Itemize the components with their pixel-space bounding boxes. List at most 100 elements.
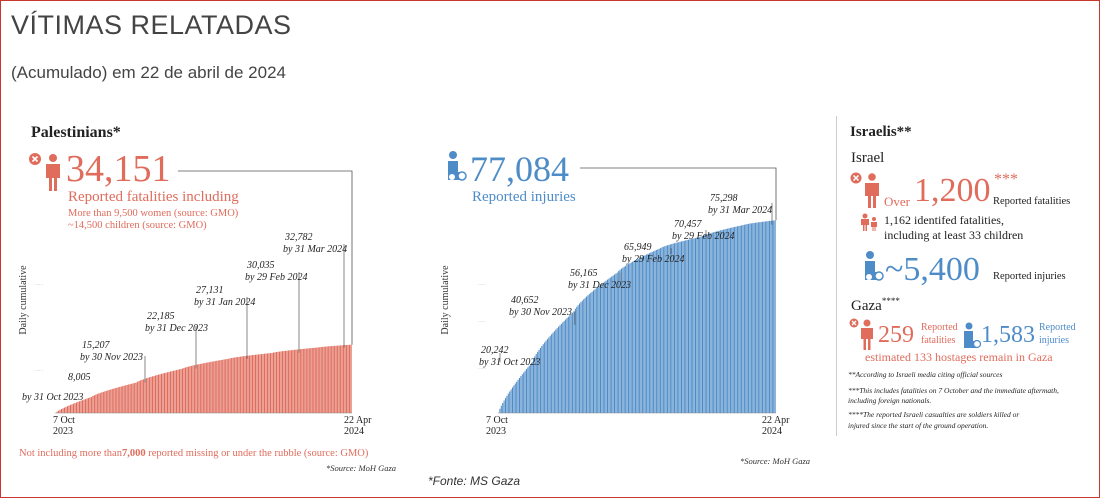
chart-bar <box>530 364 532 413</box>
chart-bar <box>211 361 213 413</box>
chart-bar <box>169 371 172 413</box>
chart-bar <box>545 340 547 413</box>
chart-bar <box>280 351 282 413</box>
chart-bar <box>259 354 261 413</box>
chart-bar <box>172 370 175 413</box>
chart-bar <box>720 230 722 413</box>
x-tick-label: 22 Apr <box>762 415 790 426</box>
chart-bar <box>246 355 248 413</box>
chart-bar <box>718 230 720 413</box>
missing-note-suffix: reported missing or under the rubble (so… <box>148 448 369 459</box>
chart-bar <box>721 229 723 413</box>
chart-bar <box>711 232 713 413</box>
chart-bar <box>588 294 590 413</box>
chart-bar <box>132 383 134 413</box>
chart-bar <box>549 335 551 413</box>
chart-bar <box>187 366 189 413</box>
chart-bar <box>95 394 97 413</box>
y-tick-label: ······ <box>478 282 486 287</box>
annotation-date: by 30 Nov 2023 <box>80 352 143 363</box>
palestinian-fatalities-label: Reported fatalities including <box>68 189 239 205</box>
chart-bar <box>220 360 222 413</box>
chart-bar <box>623 266 625 413</box>
chart-bar <box>686 240 688 413</box>
chart-bar <box>205 362 207 413</box>
chart-bar <box>506 395 508 413</box>
chart-bar <box>672 243 674 413</box>
israel-label: Israel <box>851 150 885 166</box>
chart-bar <box>671 244 673 413</box>
y-tick-label: ······ <box>478 319 486 324</box>
chart-bar <box>738 225 740 413</box>
chart-bar <box>699 237 701 413</box>
chart-bar <box>116 387 118 413</box>
chart-bar <box>163 373 166 413</box>
chart-bar <box>767 221 769 413</box>
missing-note-value: 7,000 <box>121 448 146 459</box>
chart-bar <box>760 221 762 413</box>
x-tick-label: 7 Oct <box>486 415 508 426</box>
israel-footnote-5: injured since the start of the ground op… <box>848 421 989 430</box>
chart-bar <box>65 406 67 413</box>
gaza-fatalities: 259 <box>878 322 914 348</box>
chart-bar <box>144 378 146 413</box>
chart-bar <box>210 361 212 413</box>
chart-bar <box>771 220 773 413</box>
chart-bar <box>715 231 717 413</box>
chart-bar <box>502 403 504 413</box>
chart-bar <box>660 248 662 413</box>
annotation-value: 27,131 <box>196 285 224 296</box>
chart-bar <box>125 385 127 413</box>
y-axis-label: Daily cumulative <box>18 265 29 335</box>
gaza-label-stars: **** <box>881 296 900 306</box>
chart-bar <box>237 357 239 413</box>
chart-bar <box>135 382 137 413</box>
chart-bar <box>281 351 283 413</box>
chart-bar <box>146 378 148 413</box>
chart-bar <box>347 344 349 413</box>
y-tick-label: ······ <box>35 368 43 373</box>
chart-bar <box>773 220 775 413</box>
chart-bar <box>202 363 204 413</box>
chart-bar <box>634 260 636 413</box>
chart-bar <box>286 350 288 413</box>
chart-bar <box>240 356 242 413</box>
chart-bar <box>591 291 593 413</box>
chart-bar <box>664 246 666 413</box>
x-tick-label: 22 Apr <box>344 415 372 426</box>
chart-bar <box>244 356 246 413</box>
chart-bar <box>204 363 206 413</box>
chart-bar <box>90 396 92 413</box>
chart-bar <box>580 302 582 413</box>
chart-bar <box>690 239 692 413</box>
chart-bar <box>252 355 254 413</box>
chart-bar <box>75 402 78 413</box>
israel-identified-line2: including at least 33 children <box>884 228 1024 242</box>
chart-bar <box>263 353 266 413</box>
chart-bar <box>546 339 548 413</box>
chart-bar <box>674 243 676 413</box>
annotation-date: by 31 Oct 2023 <box>22 392 83 403</box>
chart-bar <box>693 238 695 413</box>
chart-bar <box>166 372 169 413</box>
chart-bar <box>302 348 304 413</box>
chart-bar <box>329 346 331 413</box>
annotation-value: 32,782 <box>284 232 313 243</box>
injuries-source: *Source: MoH Gaza <box>740 456 811 466</box>
chart-bar <box>269 353 272 413</box>
chart-bar <box>68 405 70 413</box>
chart-bar <box>729 227 731 413</box>
chart-bar <box>102 391 104 413</box>
chart-bar <box>619 269 621 413</box>
chart-bar <box>69 404 72 413</box>
chart-bar <box>195 364 197 413</box>
chart-bar <box>186 367 188 413</box>
chart-bar <box>745 224 747 413</box>
chart-bar <box>266 353 269 413</box>
israel-fatality-icon <box>850 172 879 208</box>
gaza-label: Gaza**** <box>851 296 900 315</box>
chart-bar <box>504 398 507 413</box>
chart-bar <box>601 283 603 413</box>
chart-bar <box>523 372 525 413</box>
chart-bar <box>310 348 312 413</box>
